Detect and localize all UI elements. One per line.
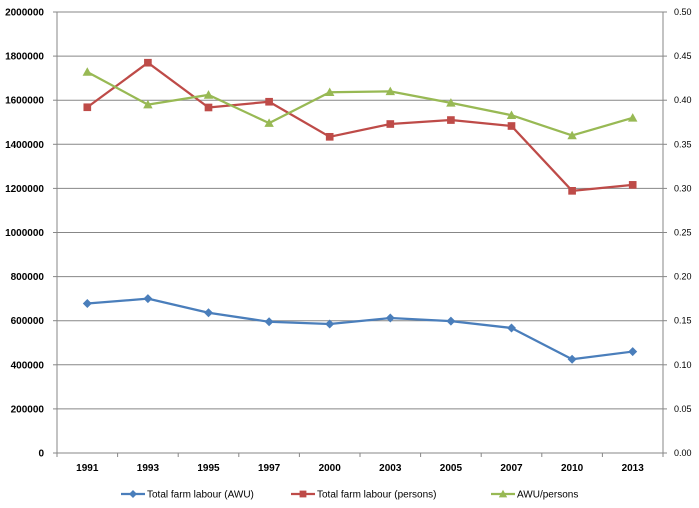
data-point-triangle	[567, 130, 577, 140]
data-point-square	[204, 103, 213, 112]
data-point-diamond	[129, 490, 137, 498]
data-point-square	[83, 103, 92, 112]
legend-entry-2: AWU/persons	[491, 490, 578, 501]
data-point-diamond	[507, 323, 516, 333]
data-point-diamond	[446, 316, 456, 326]
series-0	[82, 294, 638, 364]
right-axis-tick-label: 0.05	[674, 404, 692, 414]
x-axis-tick-label: 1993	[137, 463, 160, 474]
right-axis-tick-label: 0.15	[674, 316, 692, 326]
series-2	[82, 67, 638, 140]
right-axis-tick-label: 0.00	[674, 448, 692, 458]
data-point-diamond	[567, 354, 577, 364]
left-axis-tick-label: 400000	[11, 360, 45, 371]
left-axis-tick-label: 1400000	[5, 140, 44, 151]
data-point-triangle	[446, 98, 456, 107]
legend-label: AWU/persons	[517, 490, 578, 501]
left-axis-tick-label: 1800000	[5, 52, 44, 63]
right-axis-tick-label: 0.10	[674, 360, 692, 370]
right-axis-tick-label: 0.40	[674, 95, 692, 105]
data-point-diamond	[628, 347, 638, 357]
series-line	[86, 70, 634, 137]
data-point-diamond	[204, 308, 213, 318]
right-axis-tick-label: 0.35	[674, 139, 692, 149]
left-axis-tick-label: 0	[38, 449, 44, 460]
data-point-square	[325, 132, 334, 141]
gridlines	[57, 11, 663, 410]
legend-label: Total farm labour (persons)	[317, 490, 437, 501]
data-point-square	[144, 58, 152, 67]
data-point-square	[507, 122, 516, 130]
data-point-triangle	[627, 113, 638, 122]
left-axis-tick-label: 800000	[11, 272, 45, 283]
data-point-triangle	[82, 67, 93, 76]
data-point-square	[299, 490, 307, 498]
data-point-square	[568, 187, 576, 195]
x-axis-tick-label: 2000	[319, 463, 342, 474]
data-point-triangle	[324, 87, 335, 97]
data-point-diamond	[82, 299, 92, 309]
x-axis-tick-label: 1995	[197, 463, 220, 474]
left-axis-tick-label: 1600000	[5, 96, 44, 107]
left-axis-tick-label: 1200000	[5, 184, 44, 195]
data-point-square	[265, 97, 273, 106]
legend-entry-1: Total farm labour (persons)	[291, 490, 437, 501]
data-point-diamond	[325, 319, 335, 329]
legend-label: Total farm labour (AWU)	[147, 490, 254, 501]
right-axis-tick-label: 0.45	[674, 51, 692, 61]
data-point-diamond	[143, 294, 153, 304]
data-point-triangle	[498, 489, 508, 498]
right-axis-tick-label: 0.25	[674, 228, 692, 238]
right-axis-tick-label: 0.20	[674, 272, 692, 282]
left-axis-tick-label: 600000	[11, 316, 45, 327]
series-line	[87, 297, 633, 361]
axes: 0 200000 400000 600000 800000 1000000 1200000 1…	[5, 7, 691, 474]
series	[82, 58, 638, 364]
x-axis-tick-label: 1991	[76, 463, 99, 474]
x-axis-tick-label: 2007	[500, 463, 523, 474]
x-axis-tick-label: 2013	[622, 463, 645, 474]
data-point-triangle	[264, 118, 274, 127]
legend: Total farm labour (AWU) Total farm labour…	[121, 490, 578, 501]
data-point-triangle	[385, 86, 396, 96]
data-point-triangle	[506, 110, 517, 119]
data-point-square	[447, 116, 455, 124]
data-point-diamond	[385, 313, 395, 323]
x-axis-tick-label: 2005	[440, 463, 463, 474]
legend-entry-0: Total farm labour (AWU)	[121, 490, 254, 501]
series-line	[86, 61, 633, 192]
right-axis-tick-label: 0.50	[674, 7, 692, 17]
data-point-diamond	[264, 317, 274, 327]
data-point-triangle	[143, 99, 153, 109]
x-axis-tick-label: 2003	[379, 463, 402, 474]
x-axis-tick-label: 2010	[561, 463, 584, 474]
series-1	[83, 58, 637, 195]
left-axis-tick-label: 200000	[11, 404, 45, 415]
data-point-square	[628, 181, 637, 189]
data-point-square	[386, 120, 395, 128]
x-axis-tick-label: 1997	[258, 463, 281, 474]
left-axis-tick-label: 1000000	[5, 228, 44, 239]
data-point-triangle	[203, 90, 214, 99]
left-axis-tick-label: 2000000	[5, 8, 44, 19]
right-axis-tick-label: 0.30	[674, 183, 692, 193]
